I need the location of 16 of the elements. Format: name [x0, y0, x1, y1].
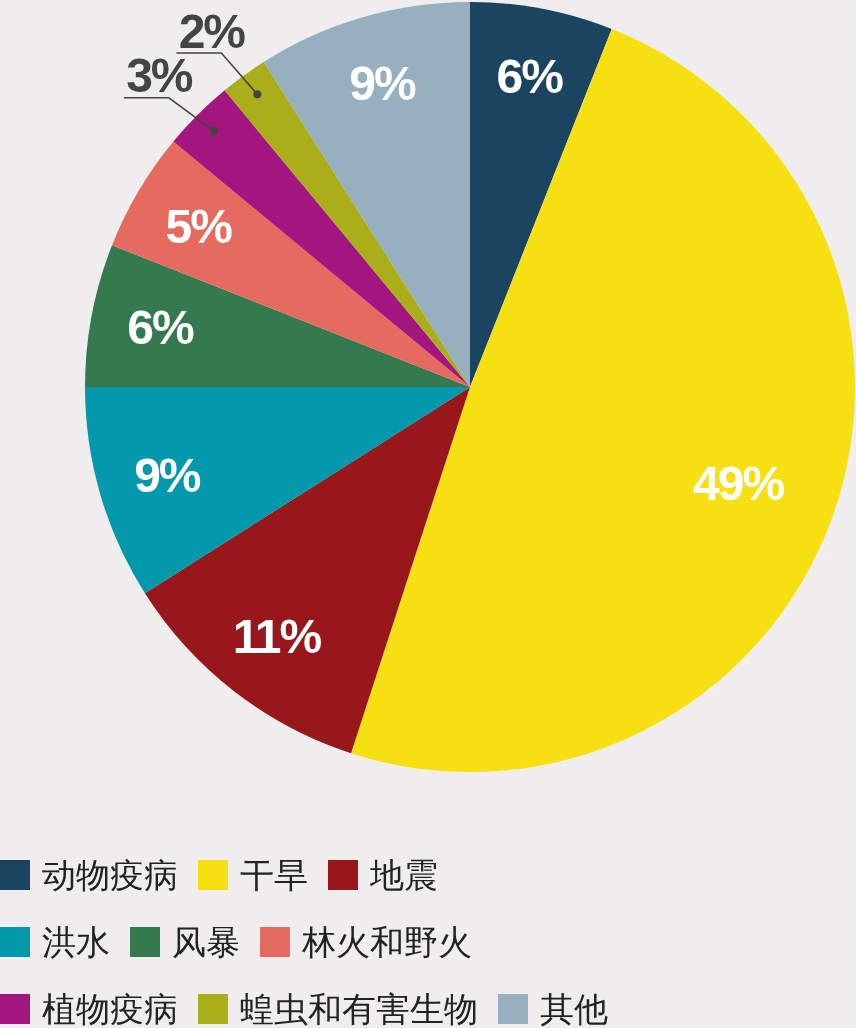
data-label: 6%: [496, 50, 564, 104]
data-label: 9%: [349, 57, 416, 111]
legend-label: 风暴: [172, 922, 240, 962]
data-label: 49%: [693, 457, 785, 511]
data-label: 11%: [232, 609, 322, 663]
legend-label: 动物疫病: [42, 855, 178, 895]
data-label: 6%: [127, 301, 194, 355]
legend-label: 蝗虫和有害生物: [240, 989, 478, 1028]
data-label: 5%: [165, 199, 233, 253]
legend-label: 地震: [369, 855, 438, 895]
legend-label: 其他: [540, 989, 608, 1028]
data-label: 9%: [134, 448, 201, 502]
legend-label: 植物疫病: [42, 989, 178, 1028]
legend-label: 干旱: [240, 855, 308, 895]
legend-label: 洪水: [42, 922, 110, 962]
legend-label: 林火和野火: [301, 922, 472, 962]
